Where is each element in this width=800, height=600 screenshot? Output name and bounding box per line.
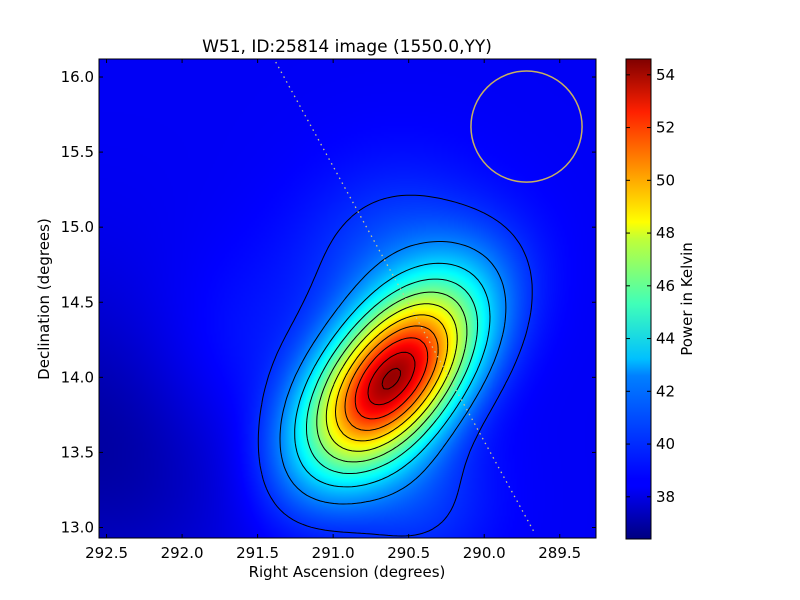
colorbar-tick-label: 38	[656, 488, 675, 506]
x-axis-label: Right Ascension (degrees)	[249, 563, 446, 581]
heatmap-image	[99, 59, 596, 538]
x-tick-label: 292.0	[161, 544, 204, 562]
plot-frame	[98, 58, 597, 539]
colorbar-tick-label: 54	[656, 66, 675, 84]
contour-line	[335, 314, 449, 442]
x-tick-label: 291.0	[312, 544, 355, 562]
colorbar-gradient	[625, 58, 652, 540]
contour-line	[306, 278, 479, 474]
x-tick-label: 289.5	[538, 544, 581, 562]
colorbar-tick-label: 42	[656, 382, 675, 400]
y-tick-label: 14.0	[61, 368, 94, 386]
colorbar: 38 40 42 44 46 48 50 52 54 Power in Kelvin	[625, 58, 696, 540]
contour-line	[279, 241, 507, 505]
x-axis: 292.5 292.0 291.5 291.0 290.5 290.0 289.5	[85, 59, 581, 562]
colorbar-tick-label: 50	[656, 171, 675, 189]
contour-lines	[257, 194, 533, 537]
x-tick-label: 290.0	[463, 544, 506, 562]
contour-line	[354, 337, 429, 420]
y-tick-label: 15.5	[61, 143, 94, 161]
colorbar-ticks: 38 40 42 44 46 48 50 52 54	[626, 66, 675, 506]
galactic-plane-line	[275, 61, 535, 533]
x-tick-label: 292.5	[85, 544, 128, 562]
beam-circle	[470, 70, 583, 183]
contour-line	[344, 325, 439, 431]
contour-line	[294, 262, 491, 488]
plot-area: 292.5 292.0 291.5 291.0 290.5 290.0 289.5 13.0…	[61, 58, 597, 562]
contour-line	[325, 303, 458, 452]
contour-line	[316, 291, 468, 463]
x-tick-label: 291.5	[236, 544, 279, 562]
colorbar-tick-label: 46	[656, 277, 675, 295]
contour-line	[367, 351, 416, 406]
colorbar-label: Power in Kelvin	[678, 242, 696, 356]
y-axis-label: Declination (degrees)	[35, 218, 53, 380]
y-tick-label: 16.0	[61, 68, 94, 86]
contour-line	[381, 367, 401, 390]
y-axis: 13.0 13.5 14.0 14.5 15.0 15.5 16.0	[61, 68, 596, 536]
x-tick-label: 290.5	[387, 544, 430, 562]
colorbar-tick-label: 40	[656, 435, 675, 453]
contour-line	[257, 194, 533, 537]
colorbar-tick-label: 48	[656, 224, 675, 242]
colorbar-tick-label: 44	[656, 330, 675, 348]
colorbar-tick-label: 52	[656, 119, 675, 137]
y-tick-label: 14.5	[61, 293, 94, 311]
y-tick-label: 13.0	[61, 518, 94, 536]
y-tick-label: 15.0	[61, 218, 94, 236]
y-tick-label: 13.5	[61, 443, 94, 461]
chart-title: W51, ID:25814 image (1550.0,YY)	[202, 37, 492, 57]
